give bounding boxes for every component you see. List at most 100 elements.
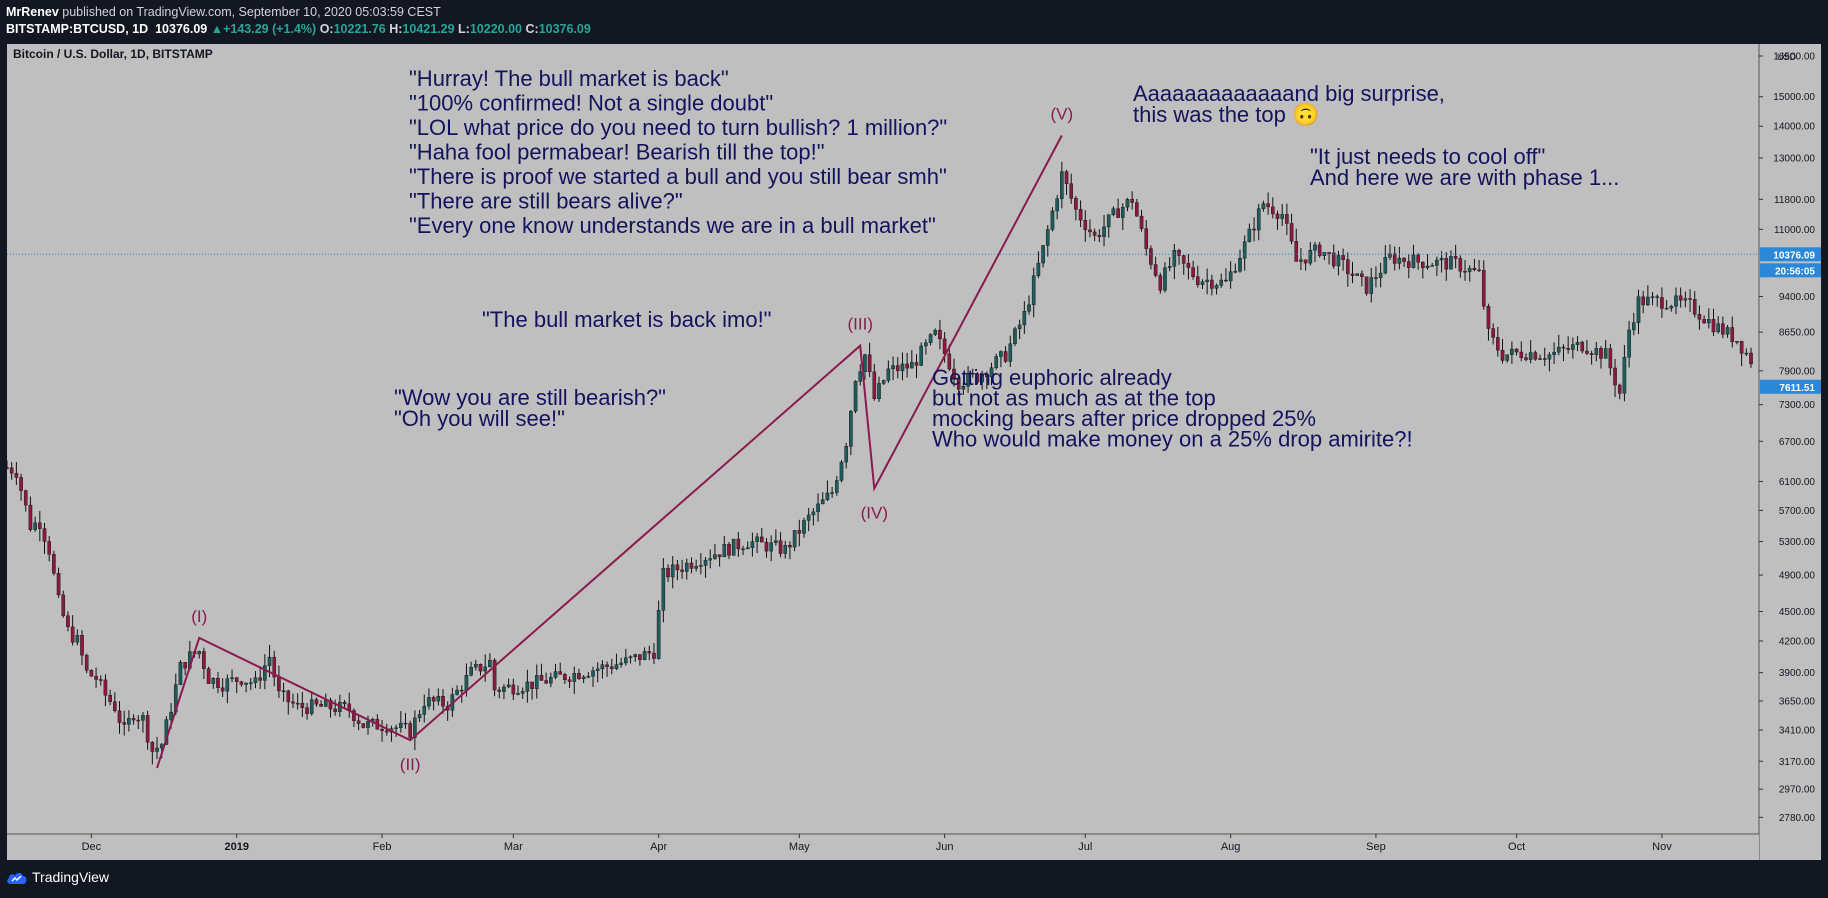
candle-body	[277, 676, 281, 692]
candle-body	[1069, 183, 1074, 199]
candle-body	[1678, 295, 1683, 301]
candle-body	[1613, 367, 1617, 386]
author-name[interactable]: MrRenev	[6, 5, 59, 19]
chart-area[interactable]: (I) (II) (III) (IV) (V) 2780.00 2970.00 3170.0…	[5, 44, 1821, 860]
symbol-label[interactable]: BITSTAMP:BTCUSD, 1D	[6, 22, 149, 36]
candle-body	[1519, 351, 1524, 358]
candle-body	[1650, 296, 1655, 298]
price-tick-label: 2780.00	[1779, 813, 1816, 824]
candle-body	[1308, 249, 1313, 264]
annotation-line: Who would make money on a 25% drop amiri…	[932, 427, 1413, 452]
time-tick-label: Aug	[1221, 841, 1241, 853]
candle-body	[1688, 298, 1692, 300]
time-axis-ticks: Dec 2019 Feb Mar Apr May Jun Jul Aug Sep Oct Nov	[82, 834, 1672, 853]
candle-body	[553, 671, 558, 678]
candle-body	[778, 540, 783, 554]
candle-body	[33, 522, 37, 530]
low-value: 10220.00	[469, 22, 522, 36]
candle-body	[28, 504, 33, 530]
candle-body	[1636, 296, 1641, 323]
candle-body	[530, 681, 534, 689]
candle-body	[1275, 213, 1280, 219]
candle-body	[197, 651, 202, 655]
candle-body	[1060, 171, 1064, 199]
time-tick-label: Nov	[1652, 841, 1672, 853]
annotation-line: Aaaaaaaaaaaaand big surprise,	[1133, 81, 1445, 106]
candle-body	[1266, 203, 1270, 208]
candle-body	[1317, 244, 1322, 256]
tradingview-logo[interactable]: TradingView	[6, 868, 109, 886]
candle-body	[1477, 269, 1481, 272]
candle-body	[1721, 323, 1725, 335]
last-price-badge-bg	[1760, 247, 1821, 262]
annotation-line: mocking bears after price dropped 25%	[932, 406, 1316, 431]
candle-body	[586, 676, 591, 678]
candle-body	[1186, 263, 1191, 268]
candle-body	[75, 635, 80, 643]
candle-body	[1242, 241, 1247, 259]
candle-body	[1125, 198, 1130, 208]
candle-body	[384, 730, 389, 733]
candle-body	[352, 710, 356, 721]
candle-body	[680, 569, 684, 572]
candle-body	[1031, 275, 1036, 305]
candle-body	[914, 362, 919, 366]
candle-body	[1097, 235, 1102, 237]
last-price: 10376.09	[155, 22, 208, 36]
candle-body	[1631, 322, 1636, 331]
candle-body	[989, 367, 994, 377]
candle-body	[1050, 210, 1055, 230]
candle-body	[103, 679, 108, 696]
candle-body	[994, 356, 999, 368]
candle-body	[1224, 279, 1228, 282]
candle-body	[248, 682, 253, 685]
candle-body	[877, 383, 881, 400]
candle-body	[942, 338, 947, 355]
candle-body	[947, 353, 952, 370]
candle-body	[1111, 208, 1116, 215]
candle-body	[1102, 226, 1106, 237]
price-tick-label: 13000.00	[1773, 153, 1815, 164]
ohlc-bar: BITSTAMP:BTCUSD, 1D 10376.09 ▲+143.29 (+…	[6, 22, 591, 36]
annotations-group: "Hurray! The bull market is back""100% c…	[394, 66, 1619, 452]
candle-body	[642, 651, 647, 660]
candle-body	[131, 718, 136, 721]
candle-body	[900, 363, 905, 372]
candle-body	[975, 373, 980, 383]
candle-body	[323, 699, 328, 707]
candle-body	[792, 530, 797, 548]
candle-body	[380, 729, 384, 731]
candle-body	[736, 538, 741, 550]
candle-body	[1416, 254, 1420, 263]
candle-body	[699, 565, 703, 567]
price-tick-label: 3650.00	[1779, 696, 1816, 707]
candle-body	[427, 697, 431, 707]
candle-body	[1195, 276, 1200, 285]
price-tick-label: 3170.00	[1779, 757, 1816, 768]
candle-body	[609, 666, 614, 669]
price-tick-label: 9400.00	[1779, 292, 1816, 303]
candle-body	[23, 490, 28, 506]
candle-body	[1045, 229, 1050, 246]
price-tick-label: 3410.00	[1779, 726, 1816, 737]
plot-background	[7, 44, 1759, 860]
candle-body	[558, 671, 563, 675]
candle-body	[1374, 277, 1378, 279]
candle-body	[567, 679, 572, 682]
candle-body	[1514, 348, 1519, 353]
candle-body	[436, 696, 441, 702]
candle-body	[1702, 319, 1706, 324]
candle-body	[938, 329, 942, 340]
candle-body	[811, 511, 816, 516]
candle-body	[1692, 299, 1697, 315]
candle-body	[1149, 248, 1153, 265]
price-tick-label: 14000.00	[1773, 122, 1815, 133]
price-chart[interactable]: (I) (II) (III) (IV) (V) 2780.00 2970.00 3170.0…	[5, 44, 1821, 860]
candle-body	[295, 702, 300, 705]
price-tick-label: 11000.00	[1774, 225, 1815, 236]
candle-body	[150, 742, 155, 752]
candle-body	[455, 689, 459, 695]
candle-body	[694, 566, 698, 569]
candle-body	[1402, 257, 1406, 262]
candle-body	[291, 701, 295, 704]
